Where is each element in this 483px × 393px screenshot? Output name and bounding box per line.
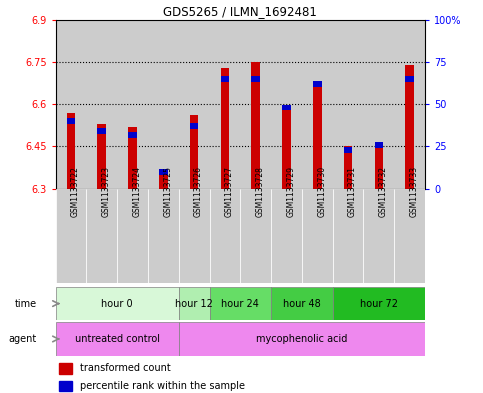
Text: GSM1133724: GSM1133724 [132, 166, 142, 217]
Bar [128, 127, 137, 189]
Text: GSM1133729: GSM1133729 [286, 166, 296, 217]
Bar [98, 128, 106, 134]
Bar [117, 189, 148, 283]
Bar [56, 20, 86, 189]
Bar [59, 363, 72, 373]
Text: GSM1133725: GSM1133725 [163, 166, 172, 217]
Bar [333, 189, 364, 283]
Text: GSM1133732: GSM1133732 [379, 166, 388, 217]
Bar [240, 20, 271, 189]
Bar [56, 189, 86, 283]
Bar [179, 20, 210, 189]
Bar [117, 20, 148, 189]
Text: agent: agent [9, 334, 37, 344]
Bar [405, 76, 414, 82]
Bar [179, 189, 210, 283]
Bar [333, 20, 364, 189]
Bar [98, 124, 106, 189]
Text: hour 0: hour 0 [101, 299, 133, 309]
Bar [190, 116, 199, 189]
Text: hour 72: hour 72 [360, 299, 398, 309]
Text: GSM1133727: GSM1133727 [225, 166, 234, 217]
Text: hour 48: hour 48 [283, 299, 321, 309]
Text: mycophenolic acid: mycophenolic acid [256, 334, 348, 344]
Bar [313, 84, 322, 189]
Bar [364, 20, 394, 189]
Text: GSM1133726: GSM1133726 [194, 166, 203, 217]
Bar [240, 189, 271, 283]
Bar [190, 123, 199, 129]
Bar [374, 142, 383, 148]
Bar [86, 189, 117, 283]
Bar [394, 189, 425, 283]
Text: GSM1133723: GSM1133723 [102, 166, 111, 217]
Bar [210, 20, 240, 189]
Bar [394, 20, 425, 189]
Bar [148, 189, 179, 283]
Bar [405, 65, 414, 189]
Bar [251, 76, 260, 82]
Text: GSM1133733: GSM1133733 [410, 166, 419, 217]
Text: GSM1133728: GSM1133728 [256, 166, 265, 217]
Bar [344, 147, 353, 153]
Text: hour 12: hour 12 [175, 299, 213, 309]
Bar [364, 189, 394, 283]
Bar [282, 105, 291, 110]
Text: transformed count: transformed count [80, 363, 170, 373]
Text: GSM1133722: GSM1133722 [71, 166, 80, 217]
Bar [221, 68, 229, 189]
Bar [56, 287, 179, 320]
Bar [67, 113, 75, 189]
Bar [302, 20, 333, 189]
Bar [271, 287, 333, 320]
Bar [221, 76, 229, 82]
Bar [159, 172, 168, 189]
Bar [86, 20, 117, 189]
Text: GSM1133731: GSM1133731 [348, 166, 357, 217]
Bar [148, 20, 179, 189]
Bar [282, 107, 291, 189]
Bar [210, 189, 240, 283]
Bar [374, 147, 383, 189]
Bar [59, 380, 72, 391]
Bar [271, 189, 302, 283]
Bar [159, 169, 168, 175]
Text: untreated control: untreated control [75, 334, 159, 344]
Bar [67, 118, 75, 124]
Bar [271, 20, 302, 189]
Bar [210, 287, 271, 320]
Text: time: time [15, 299, 37, 309]
Title: GDS5265 / ILMN_1692481: GDS5265 / ILMN_1692481 [163, 6, 317, 18]
Bar [179, 287, 210, 320]
Text: hour 24: hour 24 [221, 299, 259, 309]
Bar [56, 322, 179, 356]
Bar [333, 287, 425, 320]
Bar [313, 81, 322, 87]
Text: GSM1133730: GSM1133730 [317, 166, 327, 217]
Bar [128, 132, 137, 138]
Bar [302, 189, 333, 283]
Text: percentile rank within the sample: percentile rank within the sample [80, 381, 244, 391]
Bar [251, 62, 260, 189]
Bar [179, 322, 425, 356]
Bar [344, 147, 353, 189]
